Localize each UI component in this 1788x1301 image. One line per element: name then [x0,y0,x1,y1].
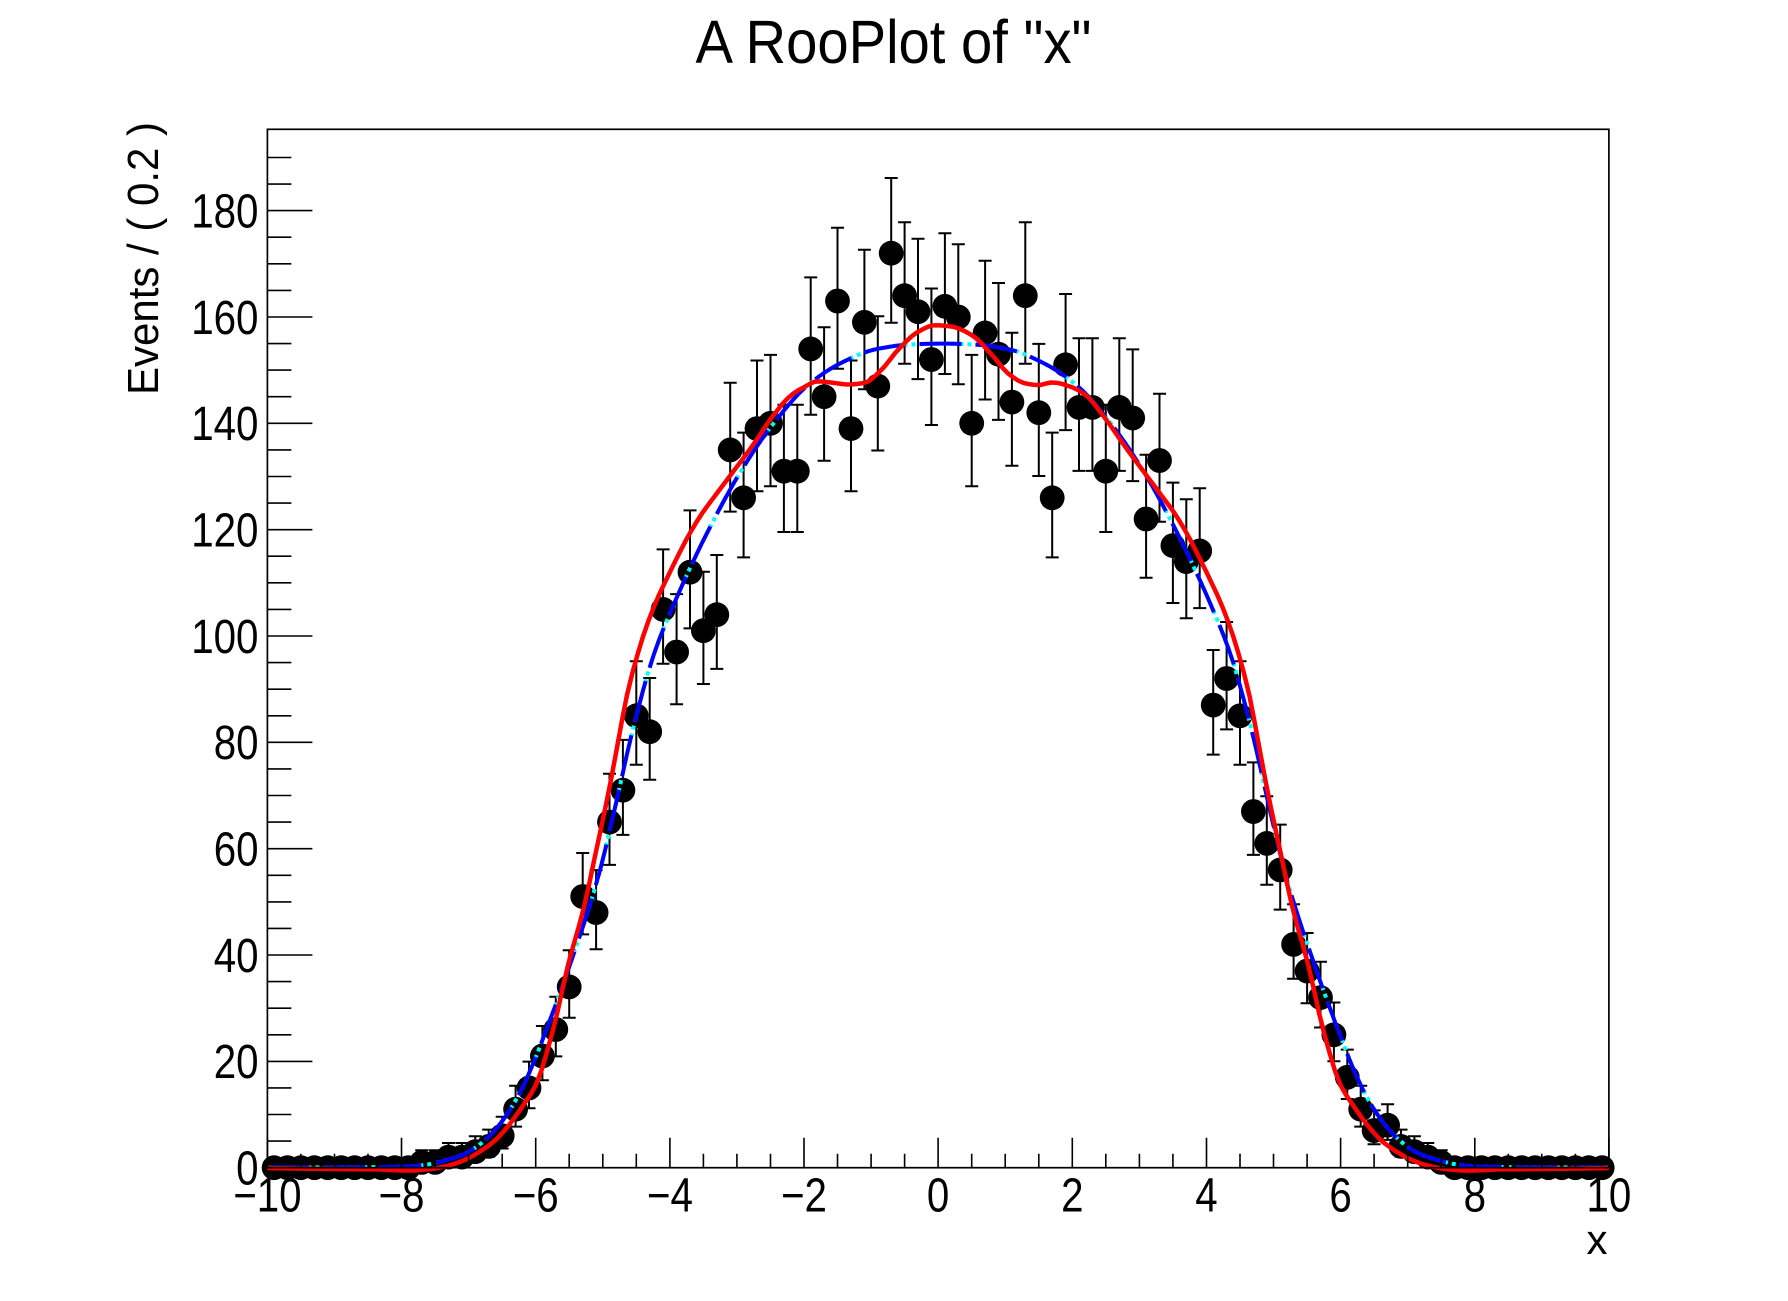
svg-text:2: 2 [1061,1170,1083,1223]
svg-text:x: x [1587,1216,1608,1263]
svg-text:0: 0 [927,1170,949,1223]
svg-text:40: 40 [214,930,259,983]
svg-text:8: 8 [1464,1170,1486,1223]
svg-text:A RooPlot of "x": A RooPlot of "x" [696,8,1092,76]
svg-text:100: 100 [191,611,258,664]
svg-text:−4: −4 [647,1170,693,1223]
svg-text:60: 60 [214,824,259,877]
svg-text:160: 160 [191,292,258,345]
svg-text:6: 6 [1329,1170,1351,1223]
svg-text:−10: −10 [233,1170,301,1223]
svg-text:Events / ( 0.2 ): Events / ( 0.2 ) [119,122,168,395]
svg-text:−2: −2 [781,1170,827,1223]
svg-text:10: 10 [1587,1170,1632,1223]
svg-text:80: 80 [214,717,259,770]
svg-text:4: 4 [1195,1170,1217,1223]
svg-text:140: 140 [191,398,258,451]
svg-text:180: 180 [191,185,258,238]
svg-text:20: 20 [214,1036,259,1089]
svg-text:0: 0 [236,1143,258,1196]
svg-text:−6: −6 [513,1170,559,1223]
svg-text:−8: −8 [379,1170,425,1223]
svg-text:120: 120 [191,505,258,558]
